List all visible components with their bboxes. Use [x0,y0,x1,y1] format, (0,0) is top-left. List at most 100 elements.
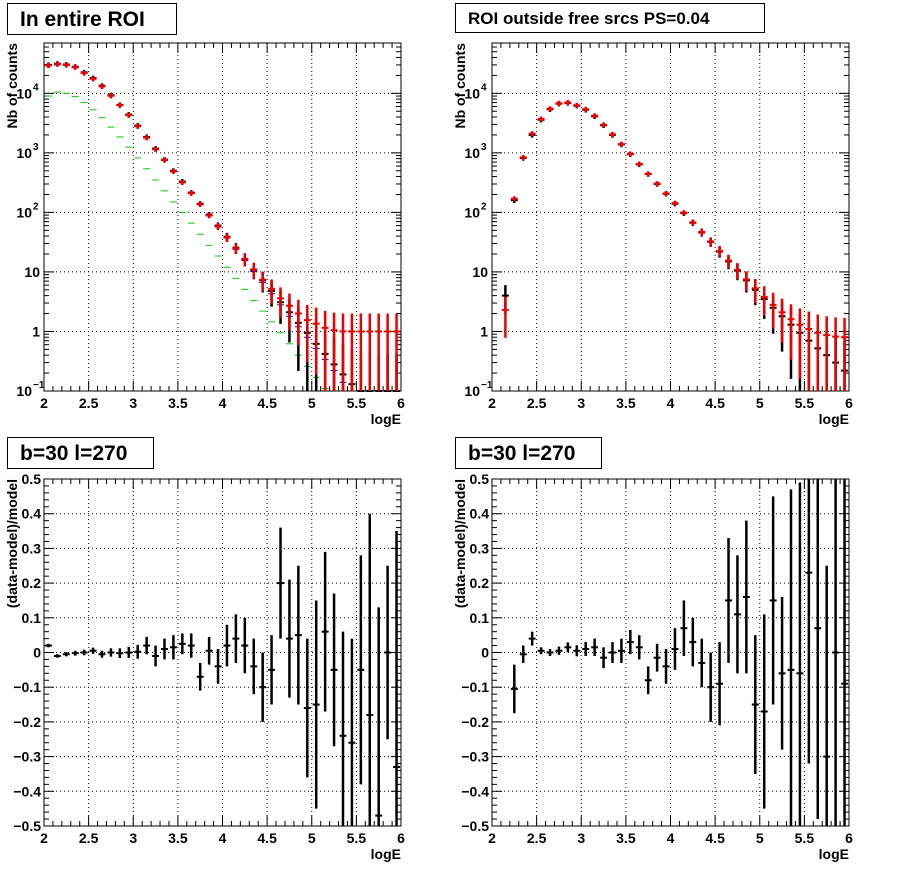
x-tick-label: 2.5 [527,395,547,411]
data-point [653,643,661,672]
y-tick-label: −0.2 [13,714,41,730]
x-tick-label: 4 [219,395,227,411]
data-point [564,100,572,106]
data-point [384,313,392,391]
y-tick-label: 10 [464,204,480,220]
data-point [53,654,61,658]
y-tick-label: 0 [481,645,489,661]
y-tick-label: −0.5 [461,818,489,834]
data-point [223,233,231,242]
data-point [582,106,590,112]
data-point [250,262,258,279]
data-point [268,279,276,304]
data-point [62,62,70,68]
x-tick-label: 3.5 [168,830,188,846]
y-tick-label: 10 [24,264,40,280]
x-tick-label: 3.5 [616,395,636,411]
data-point [339,313,347,391]
data-point [573,645,581,657]
data-point [125,112,133,118]
data-point [796,482,804,826]
y-tick-label: 10 [16,383,32,399]
data-point [375,313,383,391]
x-axis-title: logE [819,846,849,862]
data-point [635,635,643,660]
data-point [116,102,124,108]
y-tick-label: 0 [33,645,41,661]
series-2 [45,91,329,390]
y-tick-label: 10 [464,383,480,399]
x-tick-label: 4 [667,830,675,846]
x-tick-label: 5 [756,395,764,411]
chart-panel-3: 2 2.5 3 3.5 4 4.5 5 5.5 6 −0.5 −0.4 −0.3 −0.2 −0.1 0 0.… [4,471,405,862]
data-point [285,293,293,331]
y-tick-label: 0.1 [22,610,42,626]
data-point [537,647,545,655]
x-tick-label: 2.5 [79,830,99,846]
x-tick-label: 4.5 [257,830,277,846]
data-point [134,644,142,659]
series-1 [45,64,347,383]
data-point [742,271,750,292]
y-axis-title: Nb of counts [452,43,468,129]
data-point [546,649,554,656]
x-tick-label: 4.5 [705,830,725,846]
data-point [161,157,168,163]
data-point [751,279,759,304]
data-point [357,313,365,391]
x-axis-title: logE [371,846,401,862]
data-point [152,645,160,667]
data-point [107,648,115,657]
x-tick-label: 2.5 [79,395,99,411]
data-point [653,181,661,187]
data-point [617,638,625,663]
y-tick-exponent: 2 [33,201,39,212]
x-tick-label: 4 [219,830,227,846]
data-point [555,100,563,107]
data-point [178,633,186,655]
data-point [644,171,652,177]
data-point [609,131,616,138]
chart-panel-4: 2 2.5 3 3.5 4 4.5 5 5.5 6 −0.5 −0.4 −0.3 −0.2 −0.1 0 0.… [452,471,853,862]
data-point [250,638,258,695]
y-tick-label: −0.1 [461,679,489,695]
y-tick-label: −0.3 [461,749,489,765]
data-point [98,650,106,658]
data-point [80,70,88,76]
data-point [259,652,267,722]
data-point [62,652,70,657]
x-tick-label: 3 [577,395,585,411]
data-point [205,212,213,219]
x-tick-label: 6 [845,395,853,411]
data-point [241,253,249,267]
data-point [796,308,804,379]
data-point [733,555,741,674]
data-point [698,638,706,688]
x-tick-label: 3 [129,395,137,411]
y-tick-label: 10 [464,145,480,161]
data-point [805,311,813,391]
data-point [268,635,276,705]
data-point [662,190,670,197]
data-point [635,161,643,167]
x-tick-label: 5 [308,830,316,846]
data-point [510,196,518,202]
data-point [312,307,320,375]
data-point [805,479,813,764]
data-point [303,638,311,778]
y-tick-label: −0.2 [461,714,489,730]
data-point [707,237,715,247]
data-point [285,579,293,698]
y-axis-title: Nb of counts [4,43,20,129]
data-point [393,313,400,391]
data-point [662,649,670,684]
series-1 [510,479,848,826]
data-point [294,565,302,705]
data-point [71,650,79,656]
x-tick-label: 5.5 [795,395,815,411]
y-tick-exponent: 3 [33,142,39,153]
data-point [143,135,151,141]
data-point [348,638,356,826]
data-point [214,649,222,684]
